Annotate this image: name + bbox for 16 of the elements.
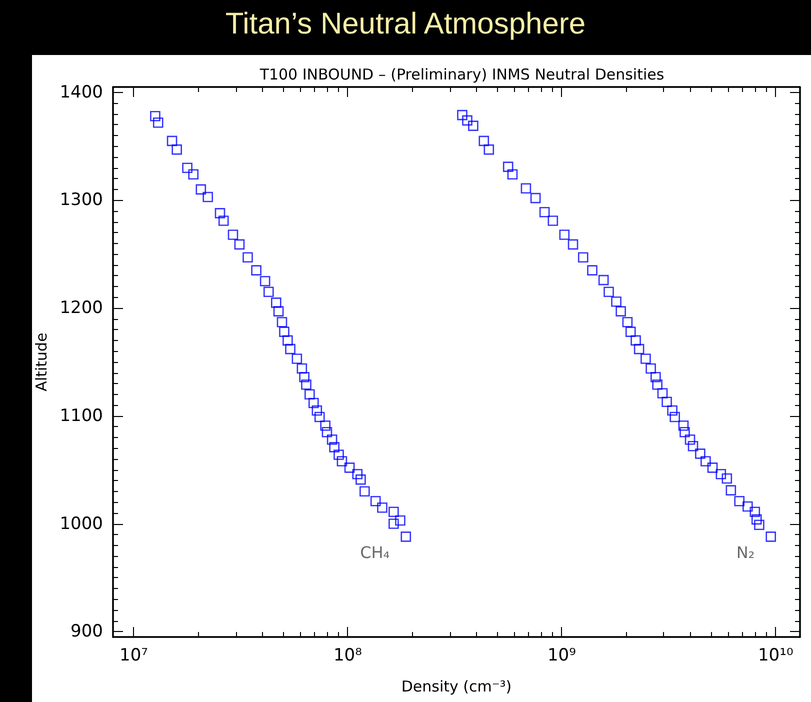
y-axis-title: Altitude xyxy=(32,332,50,392)
x-tick-label: 10⁹ xyxy=(547,646,576,666)
series-label: N₂ xyxy=(736,543,755,562)
y-tick-label: 1300 xyxy=(60,190,103,210)
x-tick-label: 10⁸ xyxy=(333,646,362,666)
x-tick-label: 10¹⁰ xyxy=(758,646,794,666)
y-tick-label: 900 xyxy=(70,622,103,642)
x-axis-title: Density (cm⁻³) xyxy=(401,678,512,696)
x-tick-label: 10⁷ xyxy=(120,646,148,666)
y-tick-label: 1100 xyxy=(60,406,103,426)
y-tick-label: 1400 xyxy=(60,82,103,102)
chart-subtitle: T100 INBOUND – (Preliminary) INMS Neutral Densities xyxy=(258,66,664,84)
y-tick-label: 1200 xyxy=(60,298,103,318)
chart-title: Titan’s Neutral Atmosphere xyxy=(225,8,586,40)
y-tick-label: 1000 xyxy=(60,514,103,534)
series-label: CH₄ xyxy=(360,543,390,562)
